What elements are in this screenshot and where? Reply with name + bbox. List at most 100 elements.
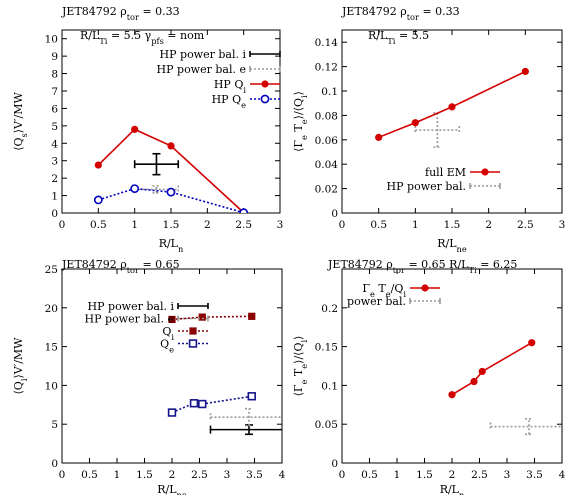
text-run: ⟩V′/MW: [12, 92, 25, 134]
data-point: [247, 392, 256, 401]
x-tick-label: 0.5: [370, 219, 387, 231]
text-run: ⟨Q: [12, 137, 25, 150]
text-run: ⟩: [292, 91, 305, 95]
legend-label: HP power bal. i: [160, 48, 247, 61]
subscript: n: [459, 490, 465, 495]
text-run: /Q: [391, 282, 404, 295]
legend-label: power bal.: [347, 295, 406, 308]
text-run: full EM: [425, 166, 466, 179]
plot-area: [375, 67, 529, 148]
data-point: [167, 142, 175, 150]
legend-item: power bal.: [347, 295, 441, 308]
data-point: [198, 399, 207, 409]
subscript: ne: [457, 244, 467, 254]
legend-label: HP Qi: [214, 78, 247, 95]
legend-label: HP power bal.: [387, 180, 466, 193]
legend-item: HP Qi: [214, 78, 280, 95]
data-point: [189, 399, 199, 408]
text-run: Γ: [362, 282, 370, 295]
text-run: = 5.5 γ: [107, 29, 151, 42]
chart-panel-3: 0 0.5 1 1.5 2 2.5 3 3.5 4 0 5 10 15 20 25 JET84792 ρtor…: [12, 258, 286, 495]
subscript: e: [299, 364, 309, 369]
error-bar: [133, 152, 180, 176]
data-point: [130, 184, 140, 193]
y-tick-label: 10: [45, 34, 58, 46]
x-tick-label: 0: [339, 469, 346, 481]
data-point: [470, 377, 478, 386]
subscript: n: [178, 244, 184, 254]
legend-item: Qe: [160, 338, 208, 355]
subscript: e: [386, 289, 391, 299]
subscript: e: [169, 345, 174, 355]
legend-item: full EM: [425, 166, 500, 179]
text-run: R/L: [368, 29, 388, 42]
subscript: e: [370, 289, 375, 299]
chart-title: JET84792 ρtor = 0.65: [61, 258, 180, 275]
series-line: [451, 342, 533, 396]
y-tick-label: 20: [45, 303, 58, 315]
legend-item: HP power bal. e: [157, 63, 281, 76]
text-run: R/L: [437, 237, 457, 250]
x-tick-label: 1.5: [136, 469, 153, 481]
subscript: tor: [127, 12, 139, 22]
legend-label: Qe: [160, 338, 174, 355]
text-run: = 5.5: [395, 29, 429, 42]
y-tick-label: 0.06: [315, 135, 339, 147]
chart-panel-2: 0 0.5 1 1.5 2 2.5 3 0 0.02 0.04 0.06 0.08 0.1 0.12 0.1…: [292, 5, 565, 254]
plot-area: [167, 312, 282, 436]
y-tick-label: 5: [51, 121, 58, 133]
y-tick-label: 0.2: [321, 303, 338, 315]
text-run: ⟩/⟨Q: [292, 343, 305, 364]
chart-annotation: R/LTi = 5.5 γpfs = nom: [80, 29, 205, 46]
chart-title: JET84792 ρtor = 0.65 R/LTi = 6.25: [327, 258, 517, 275]
legend-marker: [421, 284, 429, 292]
y-tick-label: 15: [45, 342, 58, 354]
error-bar: [414, 112, 461, 148]
legend-label: HP power bal. e: [157, 63, 246, 76]
y-tick-label: 5: [51, 419, 58, 431]
chart-title: JET84792 ρtor = 0.33: [61, 5, 180, 22]
error-bar: [209, 407, 282, 427]
legend-marker: [189, 327, 197, 335]
y-tick-label: 9: [51, 51, 58, 63]
series-line: [97, 128, 245, 213]
text-run: ⟩/⟨Q: [292, 98, 305, 119]
subscript: s: [19, 133, 29, 137]
x-tick-label: 3: [559, 219, 566, 231]
text-run: HP Q: [214, 78, 244, 91]
y-axis-label: ⟨Qs⟩V′/MW: [12, 92, 29, 151]
x-tick-label: 3: [224, 469, 231, 481]
legend-label: Qi: [162, 325, 174, 342]
x-tick-label: 1.5: [163, 219, 180, 231]
y-tick-label: 0: [331, 458, 338, 470]
y-tick-label: 8: [51, 69, 58, 81]
chart-title: JET84792 ρtor = 0.33: [341, 5, 460, 22]
data-series: [168, 312, 256, 324]
x-tick-label: 3.5: [526, 469, 543, 481]
data-point: [168, 315, 176, 324]
subscript: e: [299, 135, 309, 140]
text-run: HP Q: [212, 93, 242, 106]
legend-label: Γe Te/Qi: [362, 282, 406, 299]
y-tick-label: 0.05: [315, 419, 338, 431]
chart-annotation: R/LTi = 5.5: [368, 29, 429, 46]
x-tick-label: 1: [131, 219, 138, 231]
data-point: [239, 208, 249, 213]
subscript: i: [299, 95, 309, 98]
text-run: JET84792 ρ: [327, 258, 393, 271]
text-run: HP power bal. i: [88, 300, 175, 313]
x-tick-label: 2: [449, 469, 456, 481]
series-line: [171, 395, 252, 414]
legend-item: HP power bal.: [387, 180, 501, 193]
subscript: i: [19, 378, 29, 381]
y-tick-label: 6: [51, 103, 58, 115]
x-tick-label: 2.5: [191, 469, 208, 481]
error-bar: [489, 417, 562, 436]
text-run: = 0.65: [139, 258, 180, 271]
y-tick-label: 4: [51, 138, 58, 150]
x-tick-label: 1: [394, 469, 401, 481]
subscript: i: [299, 340, 309, 343]
y-tick-label: 0.12: [315, 62, 338, 74]
text-run: JET84792 ρ: [341, 5, 407, 18]
